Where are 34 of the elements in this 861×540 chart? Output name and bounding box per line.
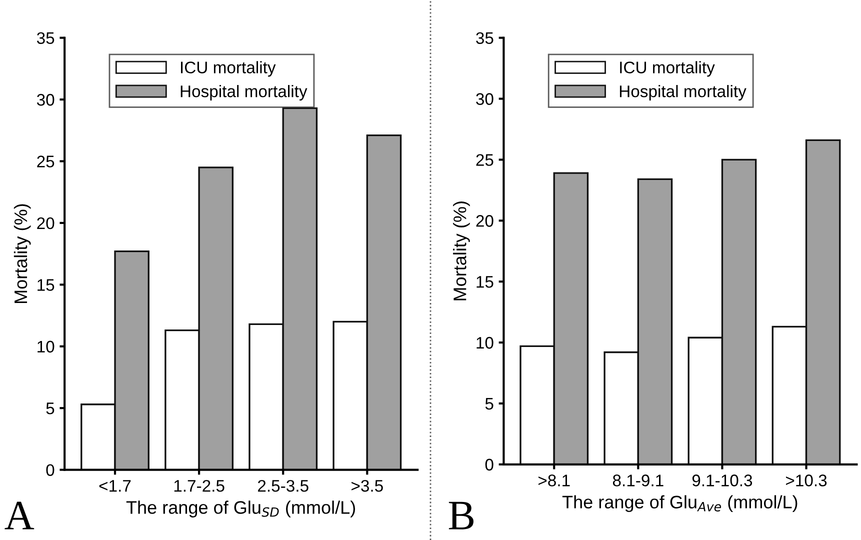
x-tick-label: 1.7-2.5 — [174, 480, 224, 492]
y-axis-title: Mortality (%) — [14, 204, 31, 303]
y-tick-label: 0 — [485, 458, 494, 471]
legend-label: Hospital mortality — [620, 85, 746, 101]
y-tick-label: 15 — [476, 276, 494, 288]
y-tick-label: 0 — [46, 464, 54, 476]
y-tick-label: 25 — [37, 156, 54, 168]
legend-label: ICU mortality — [620, 61, 715, 77]
x-axis-title: The range of Glu$_{Ave}$ (mmol/L) — [562, 495, 798, 512]
y-tick-label: 30 — [476, 93, 494, 105]
y-tick-label: 5 — [46, 402, 54, 414]
legend-label: ICU mortality — [181, 61, 276, 77]
x-tick-label: 9.1-10.3 — [692, 474, 752, 486]
y-tick-label: 15 — [38, 279, 54, 291]
text: A — [4, 502, 34, 530]
y-axis-title: Mortality (%) — [453, 202, 470, 300]
y-tick-label: 25 — [476, 154, 494, 166]
x-tick-label: 2.5-3.5 — [258, 480, 308, 492]
x-axis-title: The range of Glu$_{SD}$ (mmol/L) — [126, 500, 356, 518]
y-tick-label: 35 — [476, 32, 494, 44]
x-tick-label: >10.3 — [786, 474, 827, 486]
y-tick-label: 35 — [36, 32, 54, 44]
y-tick-label: 30 — [36, 94, 54, 106]
x-tick-label: >8.1 — [538, 474, 570, 486]
x-tick-label: >3.5 — [352, 480, 383, 492]
x-tick-label: 8.1-9.1 — [612, 474, 664, 486]
x-tick-label: <1.7 — [99, 480, 131, 492]
legend-label: Hospital mortality — [180, 85, 308, 101]
y-tick-label: 20 — [37, 217, 54, 230]
y-tick-label: 10 — [476, 336, 494, 349]
text: B — [448, 502, 474, 530]
y-tick-label: 10 — [38, 340, 54, 353]
y-tick-label: 20 — [476, 215, 494, 227]
y-tick-label: 5 — [485, 398, 494, 410]
